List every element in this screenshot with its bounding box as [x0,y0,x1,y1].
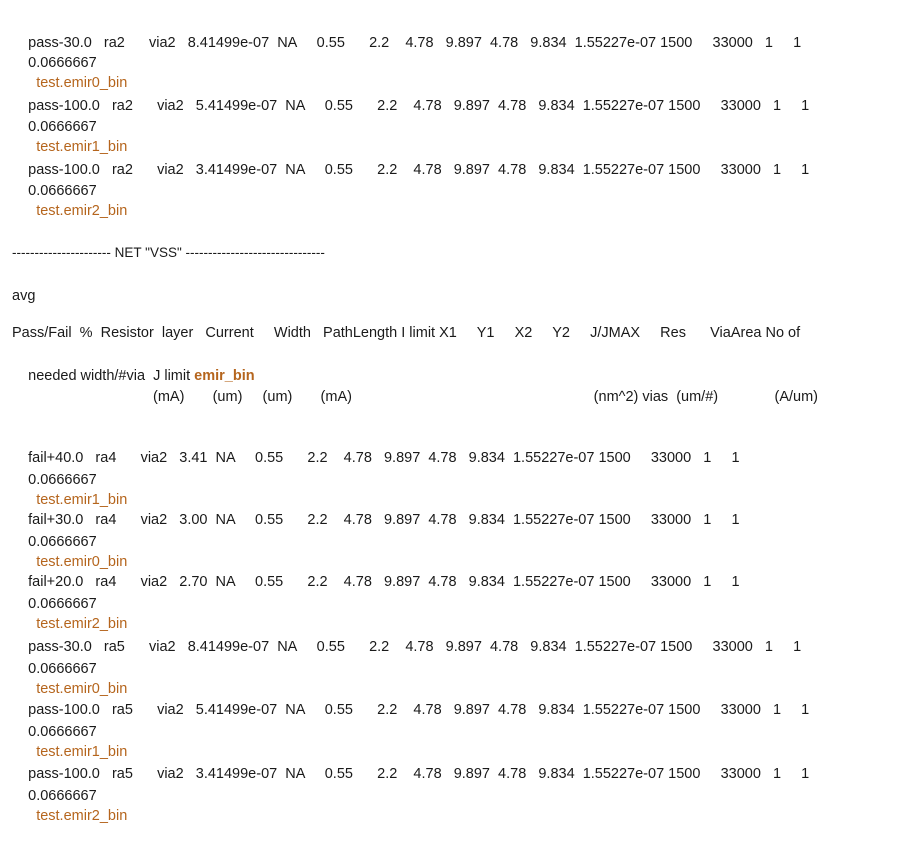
record-factor: 0.0666667 [28,472,97,488]
record-values: fail+20.0 ra4 via2 2.70 NA 0.55 2.2 4.78… [28,574,740,590]
record-row-continuation: 0.0666667 test.emir1_bin [12,97,127,155]
record-values: pass-100.0 ra2 via2 5.41499e-07 NA 0.55 … [28,98,810,114]
record-row-continuation: 0.0666667 test.emir0_bin [12,512,127,570]
record-factor: 0.0666667 [28,661,97,677]
record-values: pass-100.0 ra5 via2 3.41499e-07 NA 0.55 … [28,766,810,782]
record-bin-name: test.emir1_bin [36,492,128,508]
column-header-bin: emir_bin [194,368,255,384]
record-row: pass-100.0 ra2 via2 5.41499e-07 NA 0.55 … [12,76,809,114]
record-row: pass-100.0 ra2 via2 3.41499e-07 NA 0.55 … [12,140,809,178]
record-bin-name: test.emir0_bin [36,75,128,91]
record-row-continuation: 0.0666667 test.emir2_bin [12,766,127,824]
net-section-header: ---------------------- NET "VSS" -------… [12,245,325,260]
record-factor: 0.0666667 [28,183,97,199]
record-row: fail+40.0 ra4 via2 3.41 NA 0.55 2.2 4.78… [12,428,739,466]
record-row: pass-100.0 ra5 via2 3.41499e-07 NA 0.55 … [12,744,809,782]
record-values: fail+40.0 ra4 via2 3.41 NA 0.55 2.2 4.78… [28,450,740,466]
record-bin-name: test.emir0_bin [36,554,128,570]
record-values: pass-30.0 ra2 via2 8.41499e-07 NA 0.55 2… [28,35,802,51]
record-row-continuation: 0.0666667 test.emir1_bin [12,450,127,508]
record-factor: 0.0666667 [28,55,97,71]
record-bin-name: test.emir0_bin [36,681,128,697]
record-bin-name: test.emir1_bin [36,139,128,155]
record-row: fail+30.0 ra4 via2 3.00 NA 0.55 2.2 4.78… [12,490,739,528]
record-bin-name: test.emir2_bin [36,616,128,632]
record-row-continuation: 0.0666667 test.emir2_bin [12,574,127,632]
record-bin-name: test.emir2_bin [36,203,128,219]
units-row: (mA) (um) (um) (mA) (nm^2) vias (um/#) (… [12,389,819,405]
record-row: pass-30.0 ra5 via2 8.41499e-07 NA 0.55 2… [12,617,801,655]
record-values: pass-30.0 ra5 via2 8.41499e-07 NA 0.55 2… [28,639,802,655]
emir-report-document: pass-30.0 ra2 via2 8.41499e-07 NA 0.55 2… [12,13,819,824]
record-bin-name: test.emir1_bin [36,744,128,760]
record-row: fail+20.0 ra4 via2 2.70 NA 0.55 2.2 4.78… [12,552,739,590]
record-row-continuation: 0.0666667 test.emir1_bin [12,702,127,760]
record-row: pass-100.0 ra5 via2 5.41499e-07 NA 0.55 … [12,680,809,718]
record-row-continuation: 0.0666667 test.emir0_bin [12,33,127,91]
record-factor: 0.0666667 [28,534,97,550]
column-header-line-2: needed width/#via J limit emir_bin [12,346,254,384]
avg-label: avg [12,288,36,304]
record-row-continuation: 0.0666667 test.emir2_bin [12,161,127,219]
record-values: pass-100.0 ra5 via2 5.41499e-07 NA 0.55 … [28,702,810,718]
column-header-text: needed width/#via J limit [28,368,195,384]
record-factor: 0.0666667 [28,119,97,135]
record-values: pass-100.0 ra2 via2 3.41499e-07 NA 0.55 … [28,162,810,178]
record-values: fail+30.0 ra4 via2 3.00 NA 0.55 2.2 4.78… [28,512,740,528]
column-header-line-1: Pass/Fail % Resistor layer Current Width… [12,325,801,341]
record-row-continuation: 0.0666667 test.emir0_bin [12,639,127,697]
record-row: pass-30.0 ra2 via2 8.41499e-07 NA 0.55 2… [12,13,801,51]
record-factor: 0.0666667 [28,724,97,740]
record-bin-name: test.emir2_bin [36,808,128,824]
record-factor: 0.0666667 [28,788,97,804]
record-factor: 0.0666667 [28,596,97,612]
